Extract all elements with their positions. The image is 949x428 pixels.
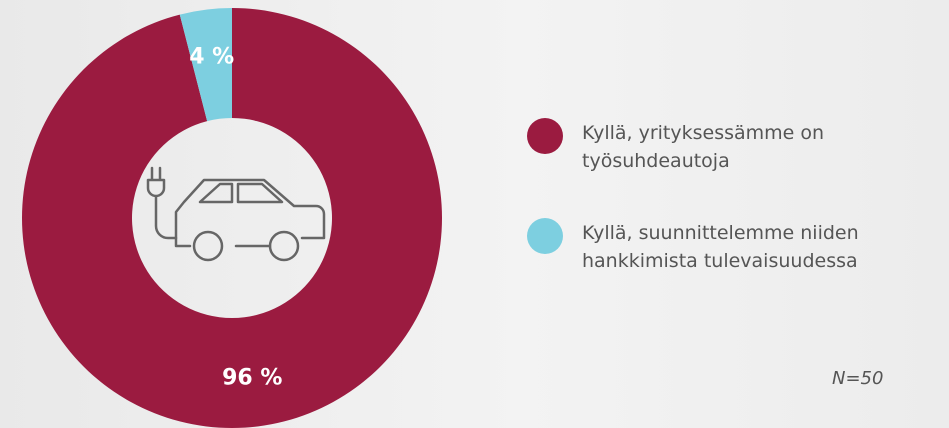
page: 96 % 4 % Kyllä, yrityksessämme on työsuhd… <box>0 0 949 428</box>
sample-size: N=50 <box>832 368 883 389</box>
legend-label: Kyllä, yrityksessämme on työsuhdeautoja <box>582 119 842 175</box>
chart: 96 % 4 % <box>0 0 949 428</box>
legend-marker <box>527 218 563 254</box>
legend-marker <box>527 118 563 154</box>
value-label: 4 % <box>189 44 234 69</box>
value-label: 96 % <box>222 366 282 391</box>
legend-label: Kyllä, suunnittelemme niiden hankkimista… <box>582 219 942 275</box>
car-icon <box>148 168 324 260</box>
